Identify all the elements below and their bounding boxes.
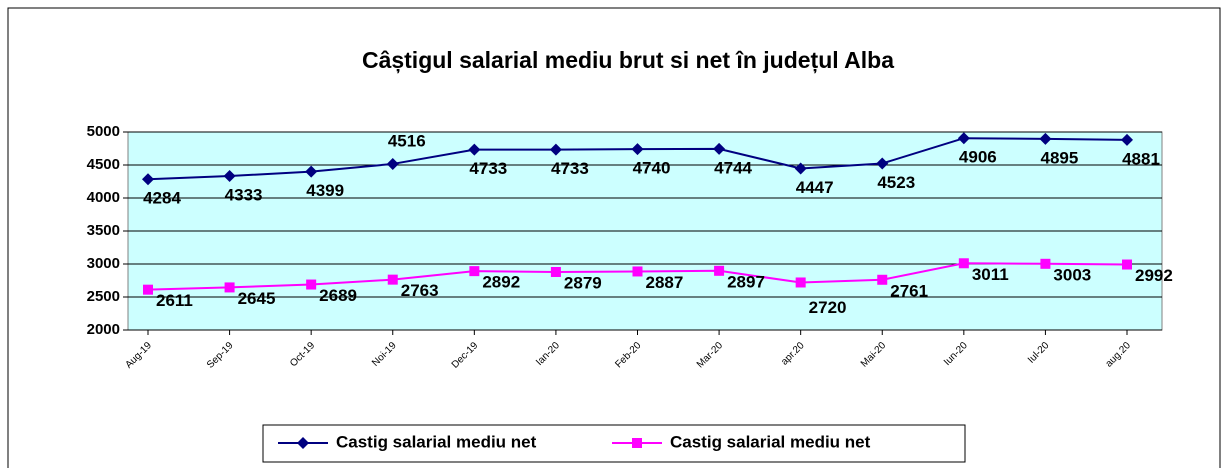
y-tick-label: 2500 <box>87 288 120 305</box>
marker <box>1039 132 1052 145</box>
y-tick-label: 4500 <box>87 156 120 173</box>
marker <box>876 157 889 170</box>
marker <box>877 274 888 285</box>
marker <box>957 132 970 145</box>
marker <box>223 170 236 183</box>
y-tick-label: 2000 <box>87 321 120 338</box>
data-label: 4447 <box>796 178 834 197</box>
marker <box>632 266 643 277</box>
data-label: 4733 <box>551 159 589 178</box>
data-label: 2892 <box>482 273 520 292</box>
data-label: 2645 <box>238 289 276 308</box>
marker <box>795 277 806 288</box>
data-label: 4744 <box>714 158 752 177</box>
y-tick-label: 4000 <box>87 189 120 206</box>
marker <box>468 143 481 156</box>
marker <box>305 165 318 178</box>
data-label: 2761 <box>890 281 928 300</box>
data-label: 4516 <box>388 131 426 150</box>
marker <box>794 162 807 175</box>
data-label: 2763 <box>401 281 439 300</box>
data-label: 4906 <box>959 148 997 167</box>
data-label: 4399 <box>306 181 344 200</box>
data-label: 4333 <box>225 186 263 205</box>
data-label: 2887 <box>646 273 684 292</box>
marker <box>143 284 153 295</box>
data-label: 2689 <box>319 286 357 305</box>
legend-marker <box>297 437 309 449</box>
chart-title: Câștigul salarial mediu brut si net în j… <box>362 47 894 74</box>
marker <box>549 143 562 156</box>
data-label: 2720 <box>809 298 847 317</box>
marker <box>387 274 398 285</box>
marker <box>306 279 317 290</box>
marker <box>1121 133 1133 146</box>
marker <box>1040 258 1051 269</box>
marker <box>224 282 235 293</box>
data-label: 4284 <box>143 189 181 208</box>
data-label: 4523 <box>877 173 915 192</box>
data-label: 4895 <box>1041 148 1079 167</box>
data-label: 4733 <box>469 159 507 178</box>
data-label: 4740 <box>633 159 671 178</box>
data-label: 2611 <box>156 291 193 310</box>
data-label: 2897 <box>727 272 765 291</box>
marker <box>142 173 154 186</box>
y-tick-label: 5000 <box>87 123 120 140</box>
marker <box>713 142 726 155</box>
marker <box>631 143 644 156</box>
marker <box>958 258 969 269</box>
legend-label: Castig salarial mediu net <box>336 432 537 451</box>
marker <box>1122 259 1132 270</box>
marker <box>386 157 399 170</box>
y-tick-label: 3500 <box>87 222 120 239</box>
data-label: 4881 <box>1122 149 1160 168</box>
legend-marker <box>632 438 642 448</box>
data-label: 3011 <box>972 265 1009 284</box>
data-label: 2879 <box>564 273 602 292</box>
data-label: 3003 <box>1053 265 1091 284</box>
marker <box>550 266 561 277</box>
marker <box>714 265 725 276</box>
y-tick-label: 3000 <box>87 255 120 272</box>
data-label: 2992 <box>1135 266 1173 285</box>
legend-label: Castig salarial mediu net <box>670 432 871 451</box>
marker <box>469 266 480 277</box>
